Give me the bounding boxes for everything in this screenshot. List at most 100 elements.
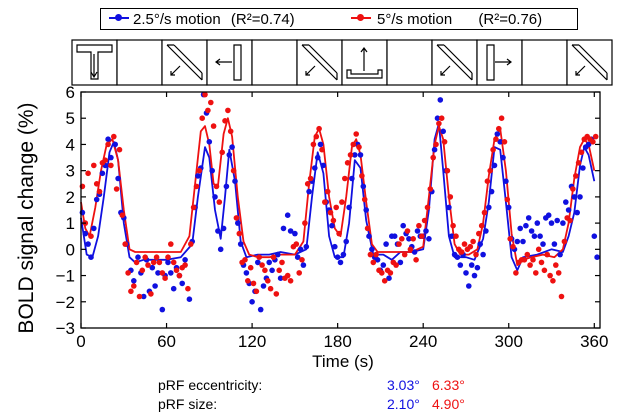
data-point-series2 xyxy=(299,257,305,263)
data-point-series1 xyxy=(182,257,188,263)
data-point-series2 xyxy=(498,115,505,121)
data-point-series2 xyxy=(473,251,479,258)
data-point-series2 xyxy=(575,160,582,166)
data-point-series1 xyxy=(446,204,452,211)
data-point-series1 xyxy=(580,165,586,171)
data-point-series1 xyxy=(488,188,495,195)
data-point-series2 xyxy=(476,230,482,237)
info-size-label: pRF size: xyxy=(158,396,218,412)
data-point-series1 xyxy=(437,97,444,103)
diagonal-bar-arrow-icon xyxy=(296,39,343,86)
data-point-series2 xyxy=(550,278,556,284)
data-point-series2 xyxy=(339,199,345,205)
data-point-series1 xyxy=(423,228,429,234)
data-point-series1 xyxy=(170,285,177,292)
data-point-series2 xyxy=(393,262,399,268)
data-point-series2 xyxy=(433,141,439,148)
data-point-series2 xyxy=(578,149,585,156)
data-point-series1 xyxy=(471,272,478,279)
data-point-series2 xyxy=(381,278,388,284)
data-point-series1 xyxy=(414,228,421,234)
data-point-series2 xyxy=(530,257,536,263)
data-point-series2 xyxy=(265,278,271,284)
data-point-series1 xyxy=(105,136,111,142)
y-tick-label: 5 xyxy=(66,109,75,128)
data-point-series2 xyxy=(361,196,368,203)
data-point-series1 xyxy=(260,283,267,289)
data-point-series1 xyxy=(406,236,412,242)
data-point-series1 xyxy=(99,170,106,177)
data-point-series2 xyxy=(484,178,491,184)
info-size-s1: 2.10° xyxy=(387,396,420,412)
data-point-series2 xyxy=(242,257,248,263)
data-point-series1 xyxy=(474,264,481,271)
data-point-series2 xyxy=(327,209,334,216)
data-point-series1 xyxy=(531,233,538,239)
data-point-series2 xyxy=(313,133,320,140)
data-point-series2 xyxy=(373,251,379,258)
data-point-series2 xyxy=(250,280,257,287)
info-ecc-s2: 6.33° xyxy=(432,377,465,393)
data-point-series2 xyxy=(541,267,548,274)
data-point-series2 xyxy=(430,154,437,161)
data-point-series2 xyxy=(410,236,417,242)
data-point-series2 xyxy=(510,243,516,250)
data-point-series1 xyxy=(320,162,327,169)
data-point-series2 xyxy=(310,141,317,148)
blank-icon xyxy=(386,39,433,86)
data-point-series2 xyxy=(322,199,328,205)
data-point-series2 xyxy=(262,267,268,274)
data-point-series2 xyxy=(119,212,126,218)
data-point-series1 xyxy=(266,259,273,266)
data-point-series1 xyxy=(223,183,230,190)
data-point-series1 xyxy=(226,152,233,158)
data-point-series2 xyxy=(507,236,513,242)
data-point-series1 xyxy=(93,196,100,203)
T-bar-down-arrow-icon xyxy=(71,39,118,86)
data-point-series2 xyxy=(210,123,217,129)
data-point-series1 xyxy=(494,131,501,137)
data-point-series2 xyxy=(330,217,337,224)
data-point-series2 xyxy=(193,183,200,190)
y-tick-label: 6 xyxy=(66,83,75,102)
data-point-series1 xyxy=(135,254,141,260)
data-point-series2 xyxy=(333,204,340,211)
data-point-series1 xyxy=(115,175,121,182)
data-point-series2 xyxy=(273,291,280,297)
x-tick-label: 120 xyxy=(238,332,266,351)
data-point-series1 xyxy=(292,230,298,237)
data-point-series1 xyxy=(380,262,387,268)
data-point-series1 xyxy=(369,246,375,253)
data-point-series2 xyxy=(116,146,123,153)
data-point-series1 xyxy=(332,243,338,250)
data-point-series1 xyxy=(275,251,281,258)
data-point-series2 xyxy=(136,293,143,300)
data-point-series1 xyxy=(383,241,389,247)
data-point-series2 xyxy=(245,278,251,284)
legend-label-series2: 5°/s motion (R²=0.76) xyxy=(377,11,542,29)
data-point-series1 xyxy=(448,233,455,239)
data-point-series1 xyxy=(314,154,321,161)
data-point-series2 xyxy=(535,246,542,253)
blank-icon xyxy=(251,39,298,86)
data-point-series2 xyxy=(413,257,419,263)
data-point-series2 xyxy=(490,146,496,153)
data-point-series2 xyxy=(399,236,405,242)
data-point-series2 xyxy=(270,254,277,260)
data-point-series2 xyxy=(450,222,456,229)
data-point-series1 xyxy=(217,246,224,253)
data-point-series1 xyxy=(112,141,118,148)
data-point-series2 xyxy=(407,246,414,253)
info-ecc-label: pRF eccentricity: xyxy=(158,377,263,393)
data-point-series2 xyxy=(102,157,108,163)
U-bar-up-arrow-icon xyxy=(341,39,388,86)
data-point-series2 xyxy=(125,270,131,276)
data-point-series2 xyxy=(592,133,599,140)
data-point-series1 xyxy=(237,241,244,247)
data-point-series1 xyxy=(571,194,578,200)
data-point-series2 xyxy=(256,254,263,260)
data-point-series1 xyxy=(560,220,566,226)
data-point-series1 xyxy=(186,296,193,303)
data-point-series1 xyxy=(577,194,583,200)
y-tick-label: −1 xyxy=(56,267,75,286)
